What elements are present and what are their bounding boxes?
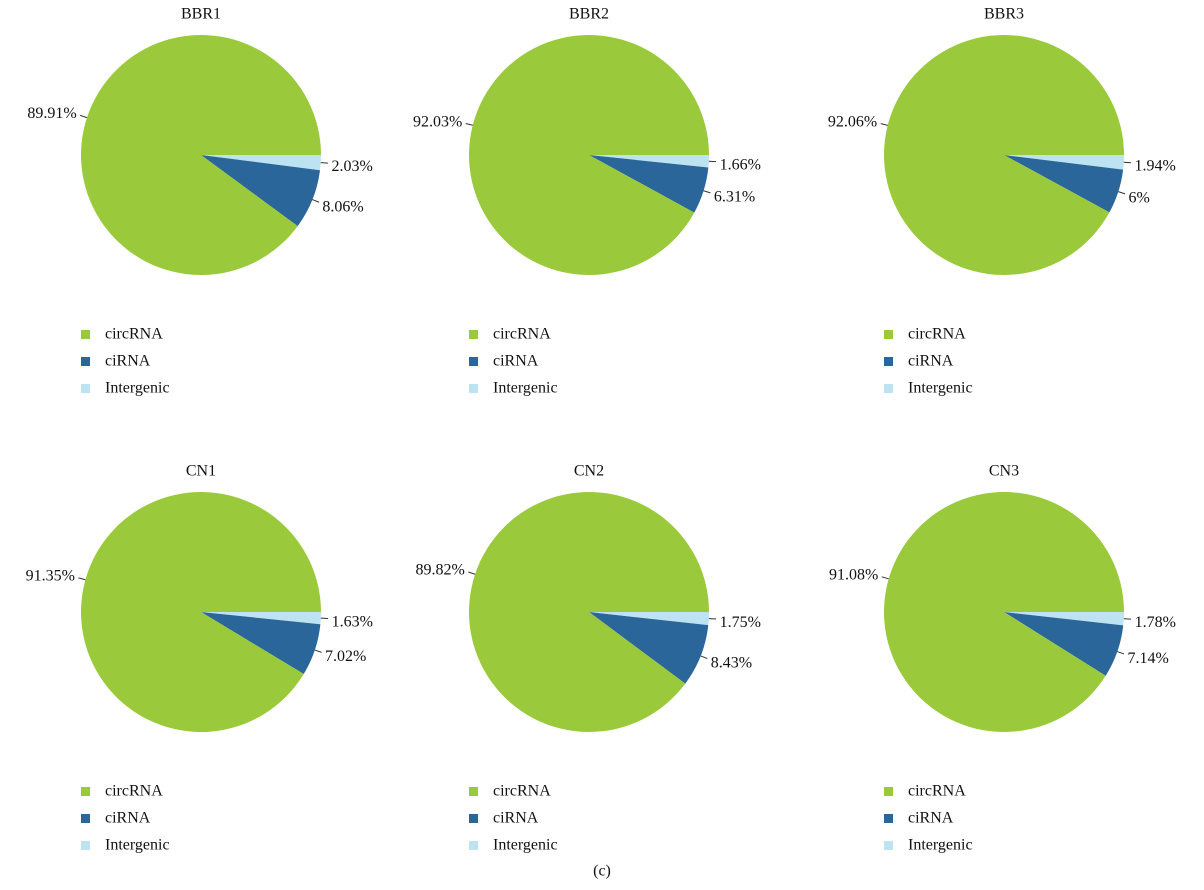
legend-label: Intergenic — [493, 837, 558, 854]
legend-label: ciRNA — [493, 353, 539, 370]
legend-label: ciRNA — [908, 810, 954, 827]
data-label: 1.94% — [1135, 158, 1176, 175]
pie-slice — [884, 492, 1124, 733]
pie-slice — [1004, 612, 1124, 626]
leader-line — [1118, 191, 1126, 195]
pie-slice — [1004, 155, 1124, 170]
legend-label: circRNA — [908, 783, 966, 800]
legend-marker — [884, 841, 893, 850]
legend-marker — [469, 814, 478, 823]
pie-slice — [1004, 155, 1124, 213]
leader-line — [1117, 651, 1125, 655]
pie-slice — [201, 155, 321, 227]
data-label: 92.06% — [828, 113, 877, 130]
pie-slice — [589, 612, 709, 626]
pie-slice — [469, 492, 709, 733]
pie-slice — [1004, 612, 1124, 676]
pie-slice — [883, 35, 1124, 276]
legend-label: circRNA — [105, 783, 163, 800]
legend-marker — [81, 330, 90, 339]
legend-marker — [81, 841, 90, 850]
legend-label: Intergenic — [105, 837, 170, 854]
legend-marker — [469, 357, 478, 366]
data-label: 8.06% — [322, 198, 363, 215]
data-label: 6% — [1129, 190, 1150, 207]
legend-label: circRNA — [105, 326, 163, 343]
legend-marker — [884, 330, 893, 339]
data-label: 1.75% — [720, 614, 761, 631]
legend-label: ciRNA — [105, 353, 151, 370]
legend-label: Intergenic — [493, 380, 558, 397]
legend-label: ciRNA — [105, 810, 151, 827]
legend-label: Intergenic — [908, 380, 973, 397]
legend-label: circRNA — [493, 326, 551, 343]
pie-slice — [201, 612, 321, 675]
legend-label: circRNA — [908, 326, 966, 343]
leader-line — [880, 123, 888, 126]
data-label: 8.43% — [711, 655, 752, 672]
pie-slice — [81, 35, 322, 276]
legend-label: ciRNA — [908, 353, 954, 370]
caption: (c) — [593, 863, 611, 880]
leader-line — [314, 649, 322, 653]
legend-marker — [469, 787, 478, 796]
leader-line — [703, 190, 711, 194]
data-label: 7.14% — [1127, 650, 1168, 667]
legend-marker — [884, 787, 893, 796]
leader-line — [465, 122, 473, 126]
pie-slice — [201, 155, 321, 171]
data-label: 7.02% — [325, 648, 366, 665]
legend-marker — [81, 814, 90, 823]
pie-slice — [589, 155, 709, 213]
leader-line — [78, 577, 86, 581]
chart-title: BBR3 — [984, 6, 1024, 23]
chart-title: BBR1 — [181, 6, 221, 23]
legend-marker — [884, 384, 893, 393]
data-label: 1.78% — [1135, 614, 1176, 631]
pie-slice — [81, 492, 322, 732]
pie-slice — [201, 612, 321, 625]
data-label: 91.08% — [829, 566, 878, 583]
data-label: 91.35% — [26, 568, 75, 585]
legend-label: ciRNA — [493, 810, 539, 827]
data-label: 1.66% — [720, 156, 761, 173]
legend-marker — [469, 384, 478, 393]
legend-marker — [81, 787, 90, 796]
leader-line — [79, 114, 88, 119]
data-label: 89.91% — [27, 105, 76, 122]
pie-slice — [589, 155, 709, 168]
chart-title: CN2 — [574, 463, 604, 480]
leader-line — [468, 571, 476, 575]
pie-slice — [589, 612, 709, 684]
legend-label: Intergenic — [105, 380, 170, 397]
legend-label: circRNA — [493, 783, 551, 800]
data-label: 2.03% — [332, 158, 373, 175]
legend-marker — [81, 384, 90, 393]
legend-marker — [884, 814, 893, 823]
leader-line — [312, 199, 320, 203]
data-label: 92.03% — [413, 113, 462, 130]
pie-slice — [469, 34, 709, 275]
leader-line — [700, 655, 708, 660]
data-label: 89.82% — [416, 562, 465, 579]
legend-marker — [81, 357, 90, 366]
chart-title: CN1 — [186, 463, 216, 480]
legend-label: Intergenic — [908, 837, 973, 854]
legend-marker — [884, 357, 893, 366]
legend-marker — [469, 841, 478, 850]
leader-line — [881, 576, 889, 580]
chart-title: BBR2 — [569, 6, 609, 23]
legend-marker — [469, 330, 478, 339]
data-label: 6.31% — [714, 189, 755, 206]
chart-title: CN3 — [989, 463, 1019, 480]
data-label: 1.63% — [332, 613, 373, 630]
